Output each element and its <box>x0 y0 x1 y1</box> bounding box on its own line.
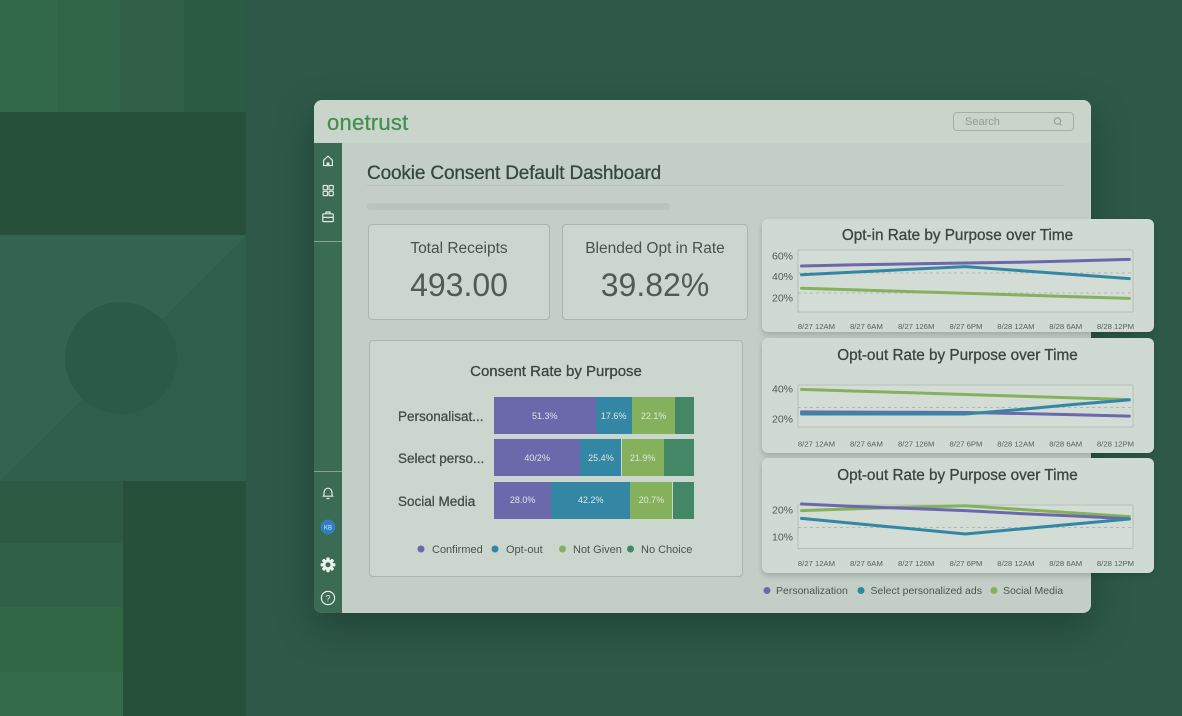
svg-text:8/28 12PM: 8/28 12PM <box>1097 559 1134 568</box>
svg-text:8/27 12AM: 8/27 12AM <box>798 559 835 568</box>
svg-text:8/27 6AM: 8/27 6AM <box>850 440 883 449</box>
svg-text:10%: 10% <box>772 532 793 544</box>
svg-text:60%: 60% <box>772 251 793 263</box>
svg-text:8/27 12AM: 8/27 12AM <box>798 322 835 331</box>
svg-text:40%: 40% <box>772 271 793 283</box>
svg-text:8/27 6PM: 8/27 6PM <box>950 322 983 331</box>
svg-text:8/28 12AM: 8/28 12AM <box>997 559 1034 568</box>
svg-text:8/27 6AM: 8/27 6AM <box>850 322 883 331</box>
svg-text:8/27 12AM: 8/27 12AM <box>798 440 835 449</box>
svg-text:KB: KB <box>324 525 332 531</box>
svg-text:?: ? <box>325 593 330 603</box>
svg-text:8/27 6AM: 8/27 6AM <box>850 559 883 568</box>
svg-text:8/28 12PM: 8/28 12PM <box>1097 322 1134 331</box>
svg-text:8/27 126M: 8/27 126M <box>898 322 934 331</box>
svg-text:20%: 20% <box>772 293 793 305</box>
svg-text:Social Media: Social Media <box>1003 585 1063 597</box>
svg-text:Not Given: Not Given <box>573 544 622 556</box>
svg-text:8/27 126M: 8/27 126M <box>898 559 934 568</box>
svg-text:8/28 12AM: 8/28 12AM <box>997 440 1034 449</box>
svg-text:20%: 20% <box>772 414 793 426</box>
svg-text:8/27 126M: 8/27 126M <box>898 440 934 449</box>
svg-text:8/28 12PM: 8/28 12PM <box>1097 440 1134 449</box>
svg-text:8/28 6AM: 8/28 6AM <box>1049 559 1082 568</box>
svg-text:8/27 6PM: 8/27 6PM <box>950 440 983 449</box>
svg-text:8/28 6AM: 8/28 6AM <box>1049 322 1082 331</box>
svg-text:No Choice: No Choice <box>641 544 692 556</box>
svg-text:8/28 6AM: 8/28 6AM <box>1049 440 1082 449</box>
svg-text:Personalization: Personalization <box>776 585 848 597</box>
svg-text:Opt-out: Opt-out <box>506 544 543 556</box>
svg-text:8/27 6PM: 8/27 6PM <box>950 559 983 568</box>
svg-text:Select personalized ads: Select personalized ads <box>871 585 983 597</box>
svg-text:40%: 40% <box>772 384 793 396</box>
svg-text:20%: 20% <box>772 505 793 517</box>
svg-text:8/28 12AM: 8/28 12AM <box>997 322 1034 331</box>
svg-text:Confirmed: Confirmed <box>432 544 483 556</box>
